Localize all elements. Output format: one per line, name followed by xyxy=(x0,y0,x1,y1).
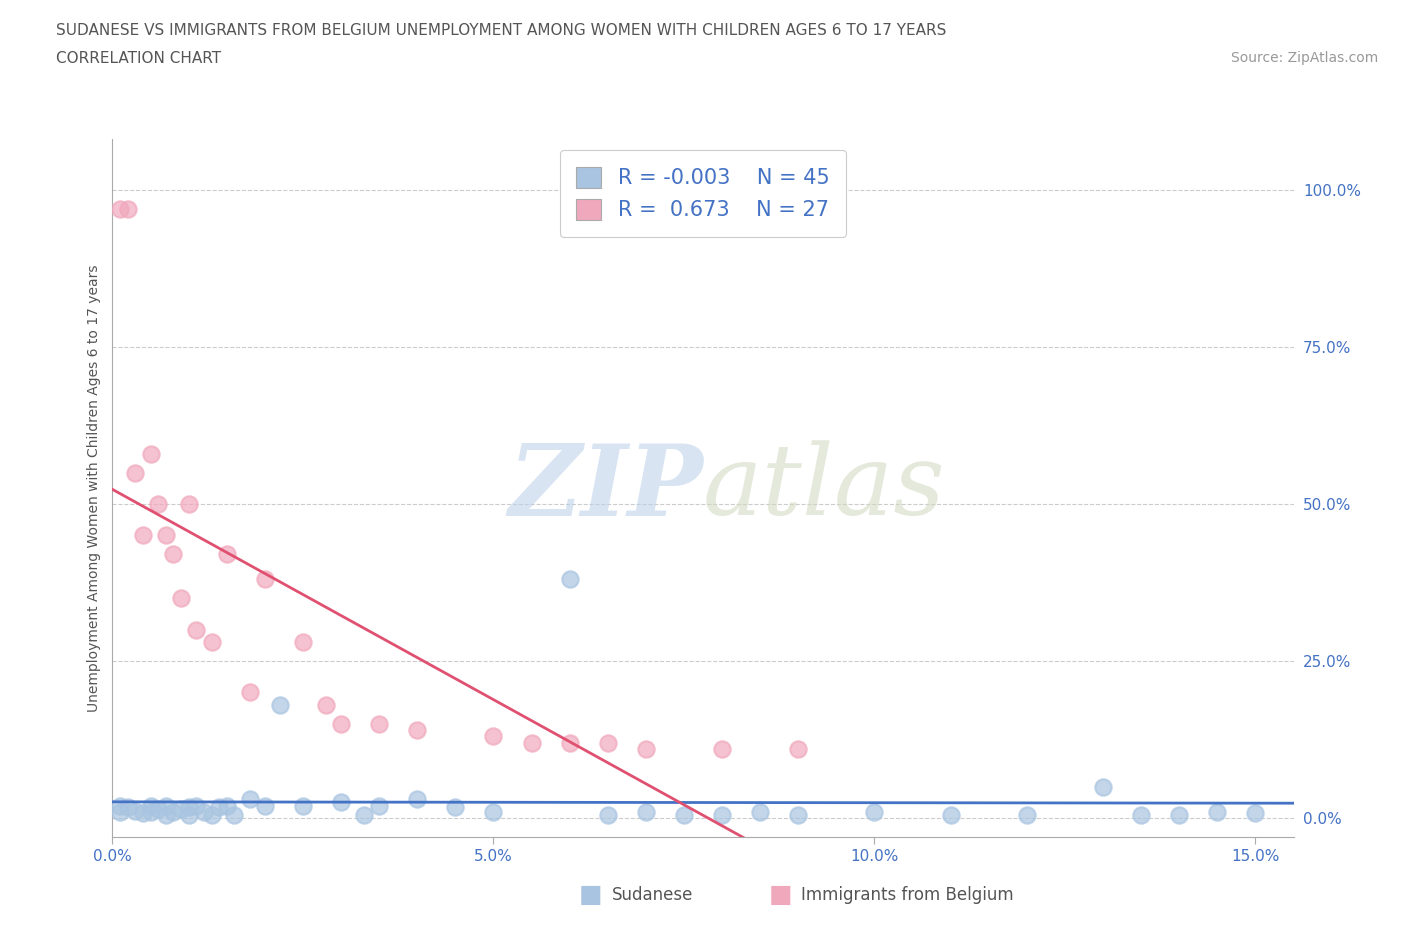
Point xyxy=(200,807,222,822)
Point xyxy=(215,547,238,562)
Point xyxy=(315,698,337,712)
Point xyxy=(186,798,208,813)
Point xyxy=(711,741,734,756)
Point xyxy=(124,804,146,818)
Point xyxy=(193,804,215,819)
Point xyxy=(368,798,391,813)
Legend: R = -0.003    N = 45, R =  0.673    N = 27: R = -0.003 N = 45, R = 0.673 N = 27 xyxy=(560,150,846,237)
Point xyxy=(148,497,170,512)
Point xyxy=(132,805,155,820)
Text: Sudanese: Sudanese xyxy=(612,885,693,904)
Point xyxy=(596,736,619,751)
Point xyxy=(239,685,262,700)
Point xyxy=(939,807,962,822)
Point xyxy=(239,791,262,806)
Text: ■: ■ xyxy=(579,883,602,907)
Point xyxy=(155,528,177,543)
Point xyxy=(596,807,619,822)
Point xyxy=(520,736,543,751)
Point xyxy=(1244,805,1267,820)
Point xyxy=(482,729,505,744)
Text: ZIP: ZIP xyxy=(508,440,703,537)
Point xyxy=(291,798,314,813)
Text: Source: ZipAtlas.com: Source: ZipAtlas.com xyxy=(1230,51,1378,65)
Point xyxy=(108,798,131,813)
Text: SUDANESE VS IMMIGRANTS FROM BELGIUM UNEMPLOYMENT AMONG WOMEN WITH CHILDREN AGES : SUDANESE VS IMMIGRANTS FROM BELGIUM UNEM… xyxy=(56,23,946,38)
Point xyxy=(558,572,581,587)
Text: Immigrants from Belgium: Immigrants from Belgium xyxy=(801,885,1014,904)
Point xyxy=(108,804,131,819)
Point xyxy=(253,572,276,587)
Point xyxy=(177,800,200,815)
Text: ■: ■ xyxy=(769,883,792,907)
Point xyxy=(1015,807,1038,822)
Point xyxy=(224,807,246,822)
Point xyxy=(863,804,886,819)
Point xyxy=(444,800,467,815)
Point xyxy=(132,528,155,543)
Point xyxy=(155,798,177,813)
Point xyxy=(353,807,375,822)
Point xyxy=(672,807,695,822)
Point xyxy=(787,807,810,822)
Point xyxy=(1206,804,1229,819)
Point xyxy=(117,201,139,216)
Point xyxy=(558,736,581,751)
Point xyxy=(711,807,734,822)
Point xyxy=(170,802,193,817)
Point xyxy=(208,800,231,815)
Point xyxy=(330,795,353,810)
Point xyxy=(139,804,162,819)
Text: CORRELATION CHART: CORRELATION CHART xyxy=(56,51,221,66)
Point xyxy=(330,716,353,731)
Point xyxy=(634,741,657,756)
Text: atlas: atlas xyxy=(703,441,946,536)
Point xyxy=(162,804,184,819)
Point xyxy=(155,807,177,822)
Point xyxy=(148,802,170,817)
Point xyxy=(269,698,291,712)
Point xyxy=(215,798,238,813)
Point xyxy=(787,741,810,756)
Point xyxy=(749,804,772,819)
Point xyxy=(1130,807,1153,822)
Point xyxy=(406,791,429,806)
Point xyxy=(291,635,314,650)
Point xyxy=(1168,807,1191,822)
Point xyxy=(162,547,184,562)
Y-axis label: Unemployment Among Women with Children Ages 6 to 17 years: Unemployment Among Women with Children A… xyxy=(87,264,101,712)
Point xyxy=(368,716,391,731)
Point xyxy=(139,446,162,461)
Point xyxy=(124,465,146,480)
Point xyxy=(200,635,222,650)
Point xyxy=(117,800,139,815)
Point xyxy=(108,201,131,216)
Point xyxy=(177,807,200,822)
Point xyxy=(634,804,657,819)
Point xyxy=(253,798,276,813)
Point xyxy=(186,622,208,637)
Point xyxy=(482,804,505,819)
Point xyxy=(139,798,162,813)
Point xyxy=(406,723,429,737)
Point xyxy=(170,591,193,605)
Point xyxy=(177,497,200,512)
Point xyxy=(1092,779,1115,794)
